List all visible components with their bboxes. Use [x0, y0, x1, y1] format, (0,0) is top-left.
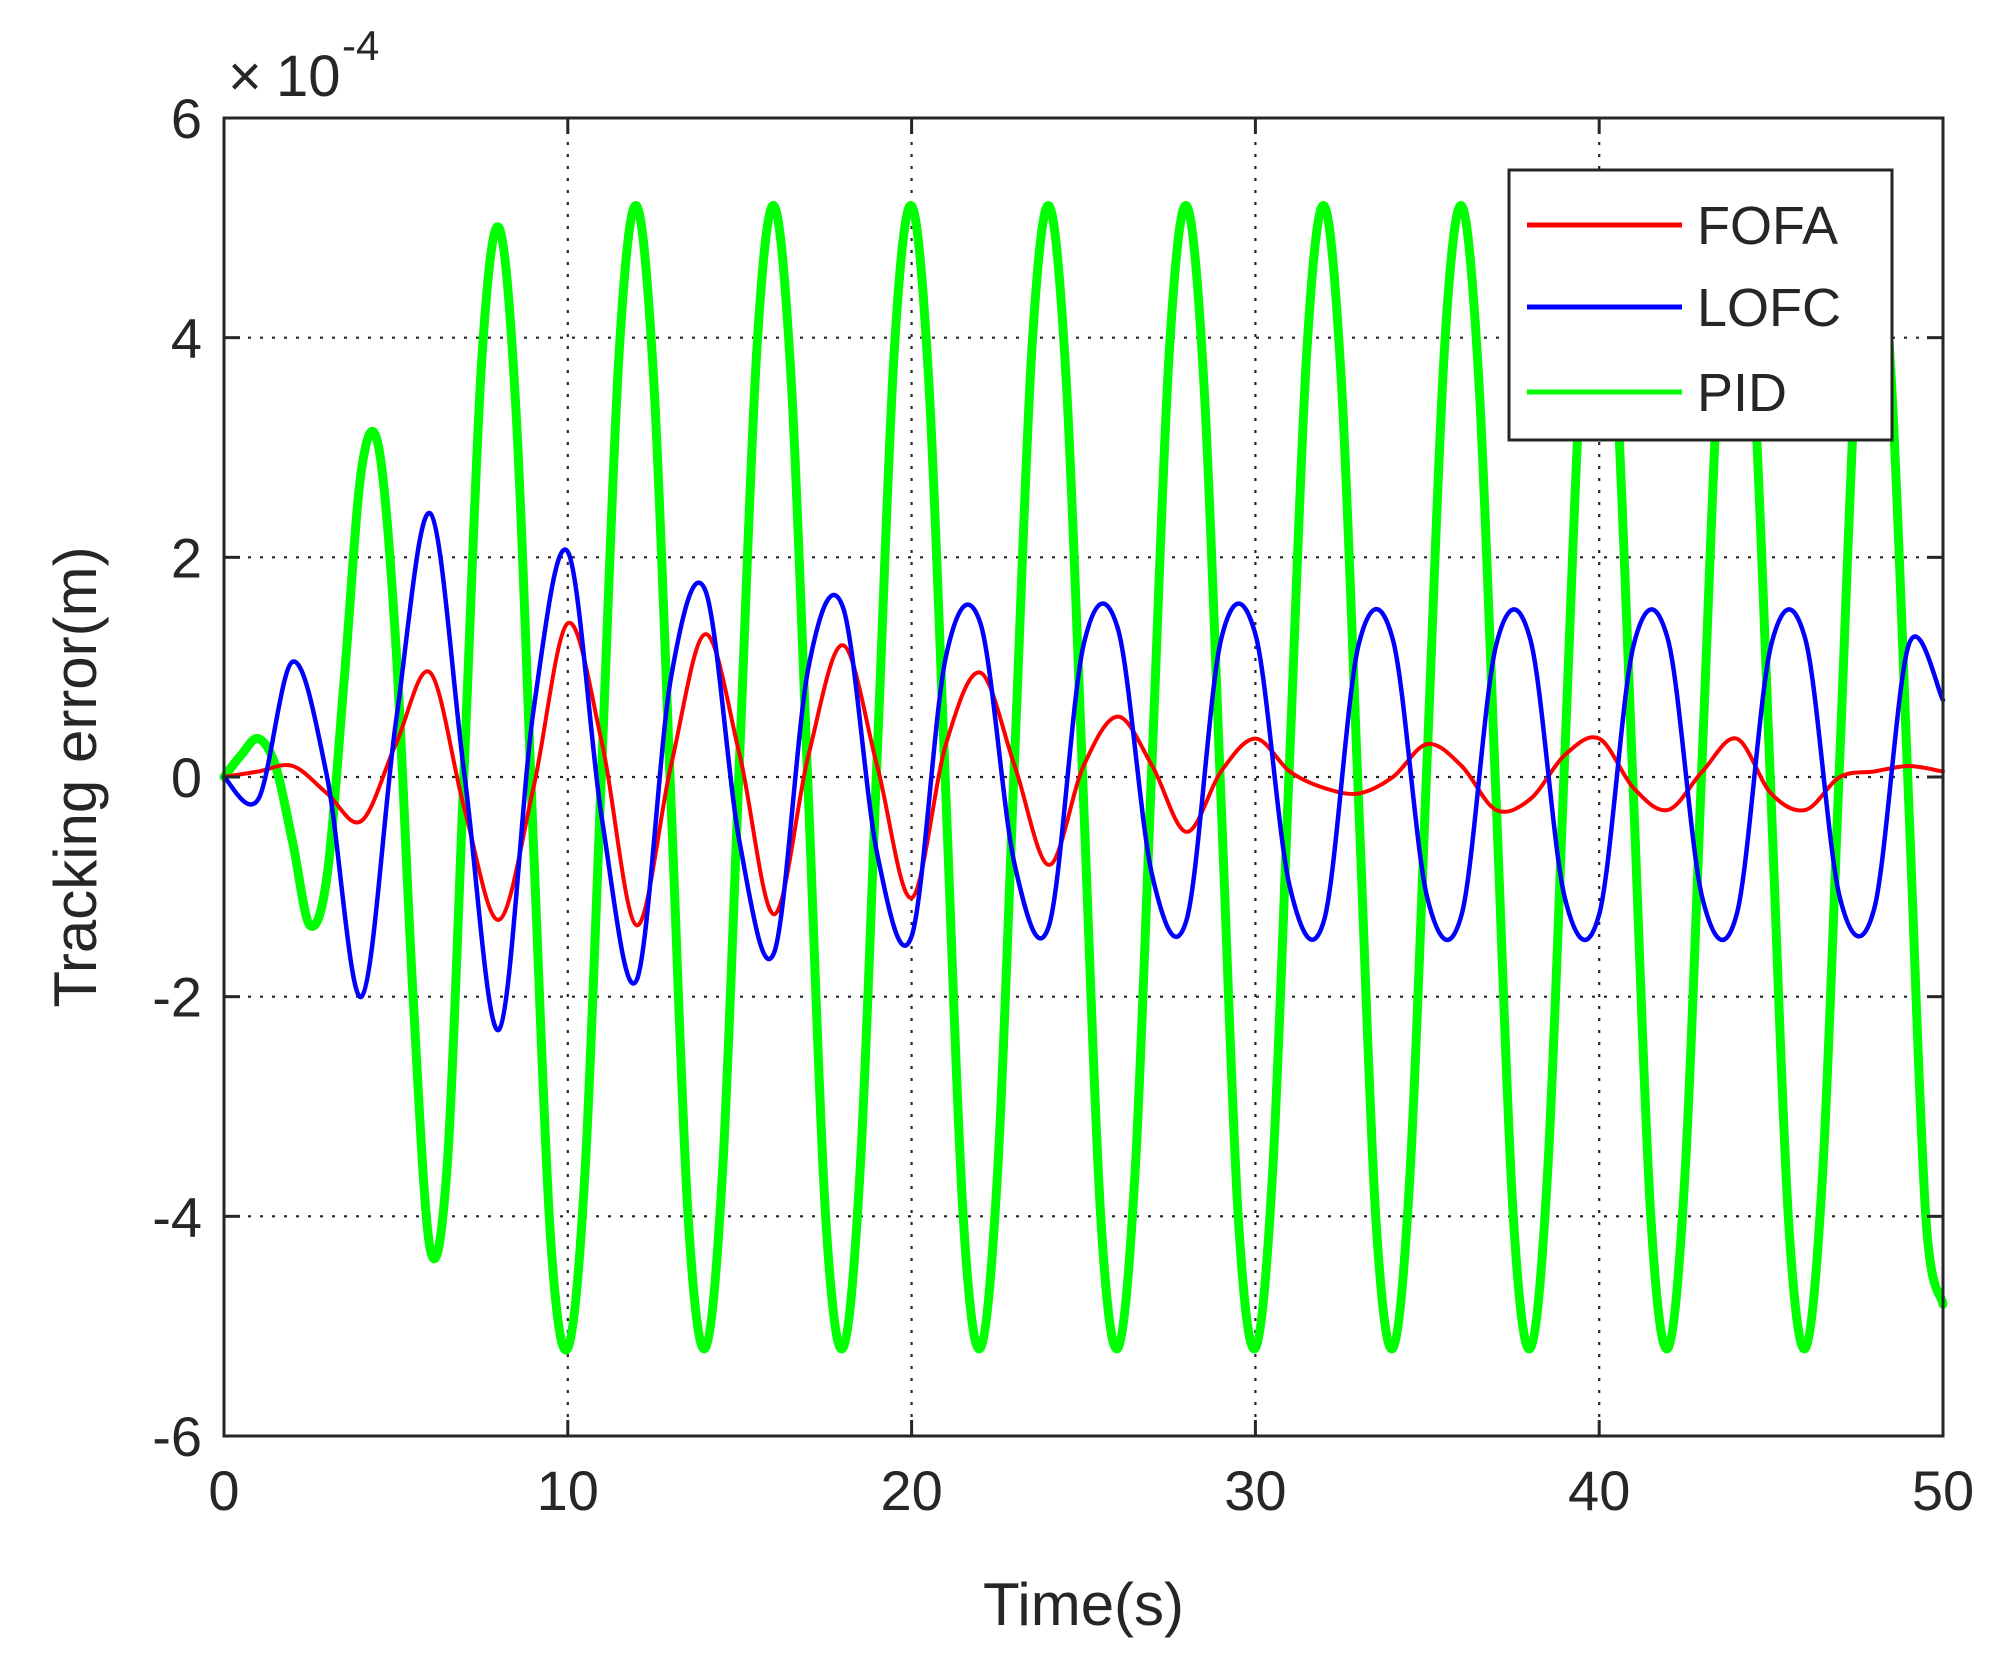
y-axis-label: Tracking error(m): [42, 546, 109, 1007]
y-tick-label: -4: [152, 1185, 202, 1248]
series-line-pid: [219, 201, 1948, 1355]
y-tick-label: -6: [152, 1405, 202, 1468]
ticks: [222, 116, 1945, 1438]
y-exponent-times: ×: [228, 44, 262, 109]
y-tick-label: 6: [171, 87, 202, 150]
x-tick-label: 20: [880, 1459, 942, 1522]
y-exponent-base: 10: [276, 44, 341, 109]
x-tick-label: 50: [1912, 1459, 1974, 1522]
y-exponent-power: -4: [342, 22, 379, 69]
legend-label-lofc: LOFC: [1697, 278, 1841, 338]
x-axis-label: Time(s): [983, 1571, 1184, 1638]
plot-area: [219, 201, 1948, 1355]
x-tick-label: 30: [1224, 1459, 1286, 1522]
series-line-lofc: [221, 511, 1946, 1032]
x-tick-label: 10: [537, 1459, 599, 1522]
tick-labels: 0 10 20 30 40 50 -6 -4 -2 0 2 4 6: [152, 87, 1974, 1522]
y-tick-label: 2: [171, 526, 202, 589]
x-tick-label: 0: [208, 1459, 239, 1522]
legend-label-pid: PID: [1697, 363, 1787, 423]
legend: FOFA LOFC PID: [1507, 168, 1894, 442]
x-tick-label: 40: [1568, 1459, 1630, 1522]
y-tick-label: -2: [152, 966, 202, 1029]
y-tick-label: 0: [171, 746, 202, 809]
series-line-fofa: [222, 621, 1945, 928]
legend-label-fofa: FOFA: [1697, 196, 1838, 256]
y-tick-label: 4: [171, 307, 202, 370]
